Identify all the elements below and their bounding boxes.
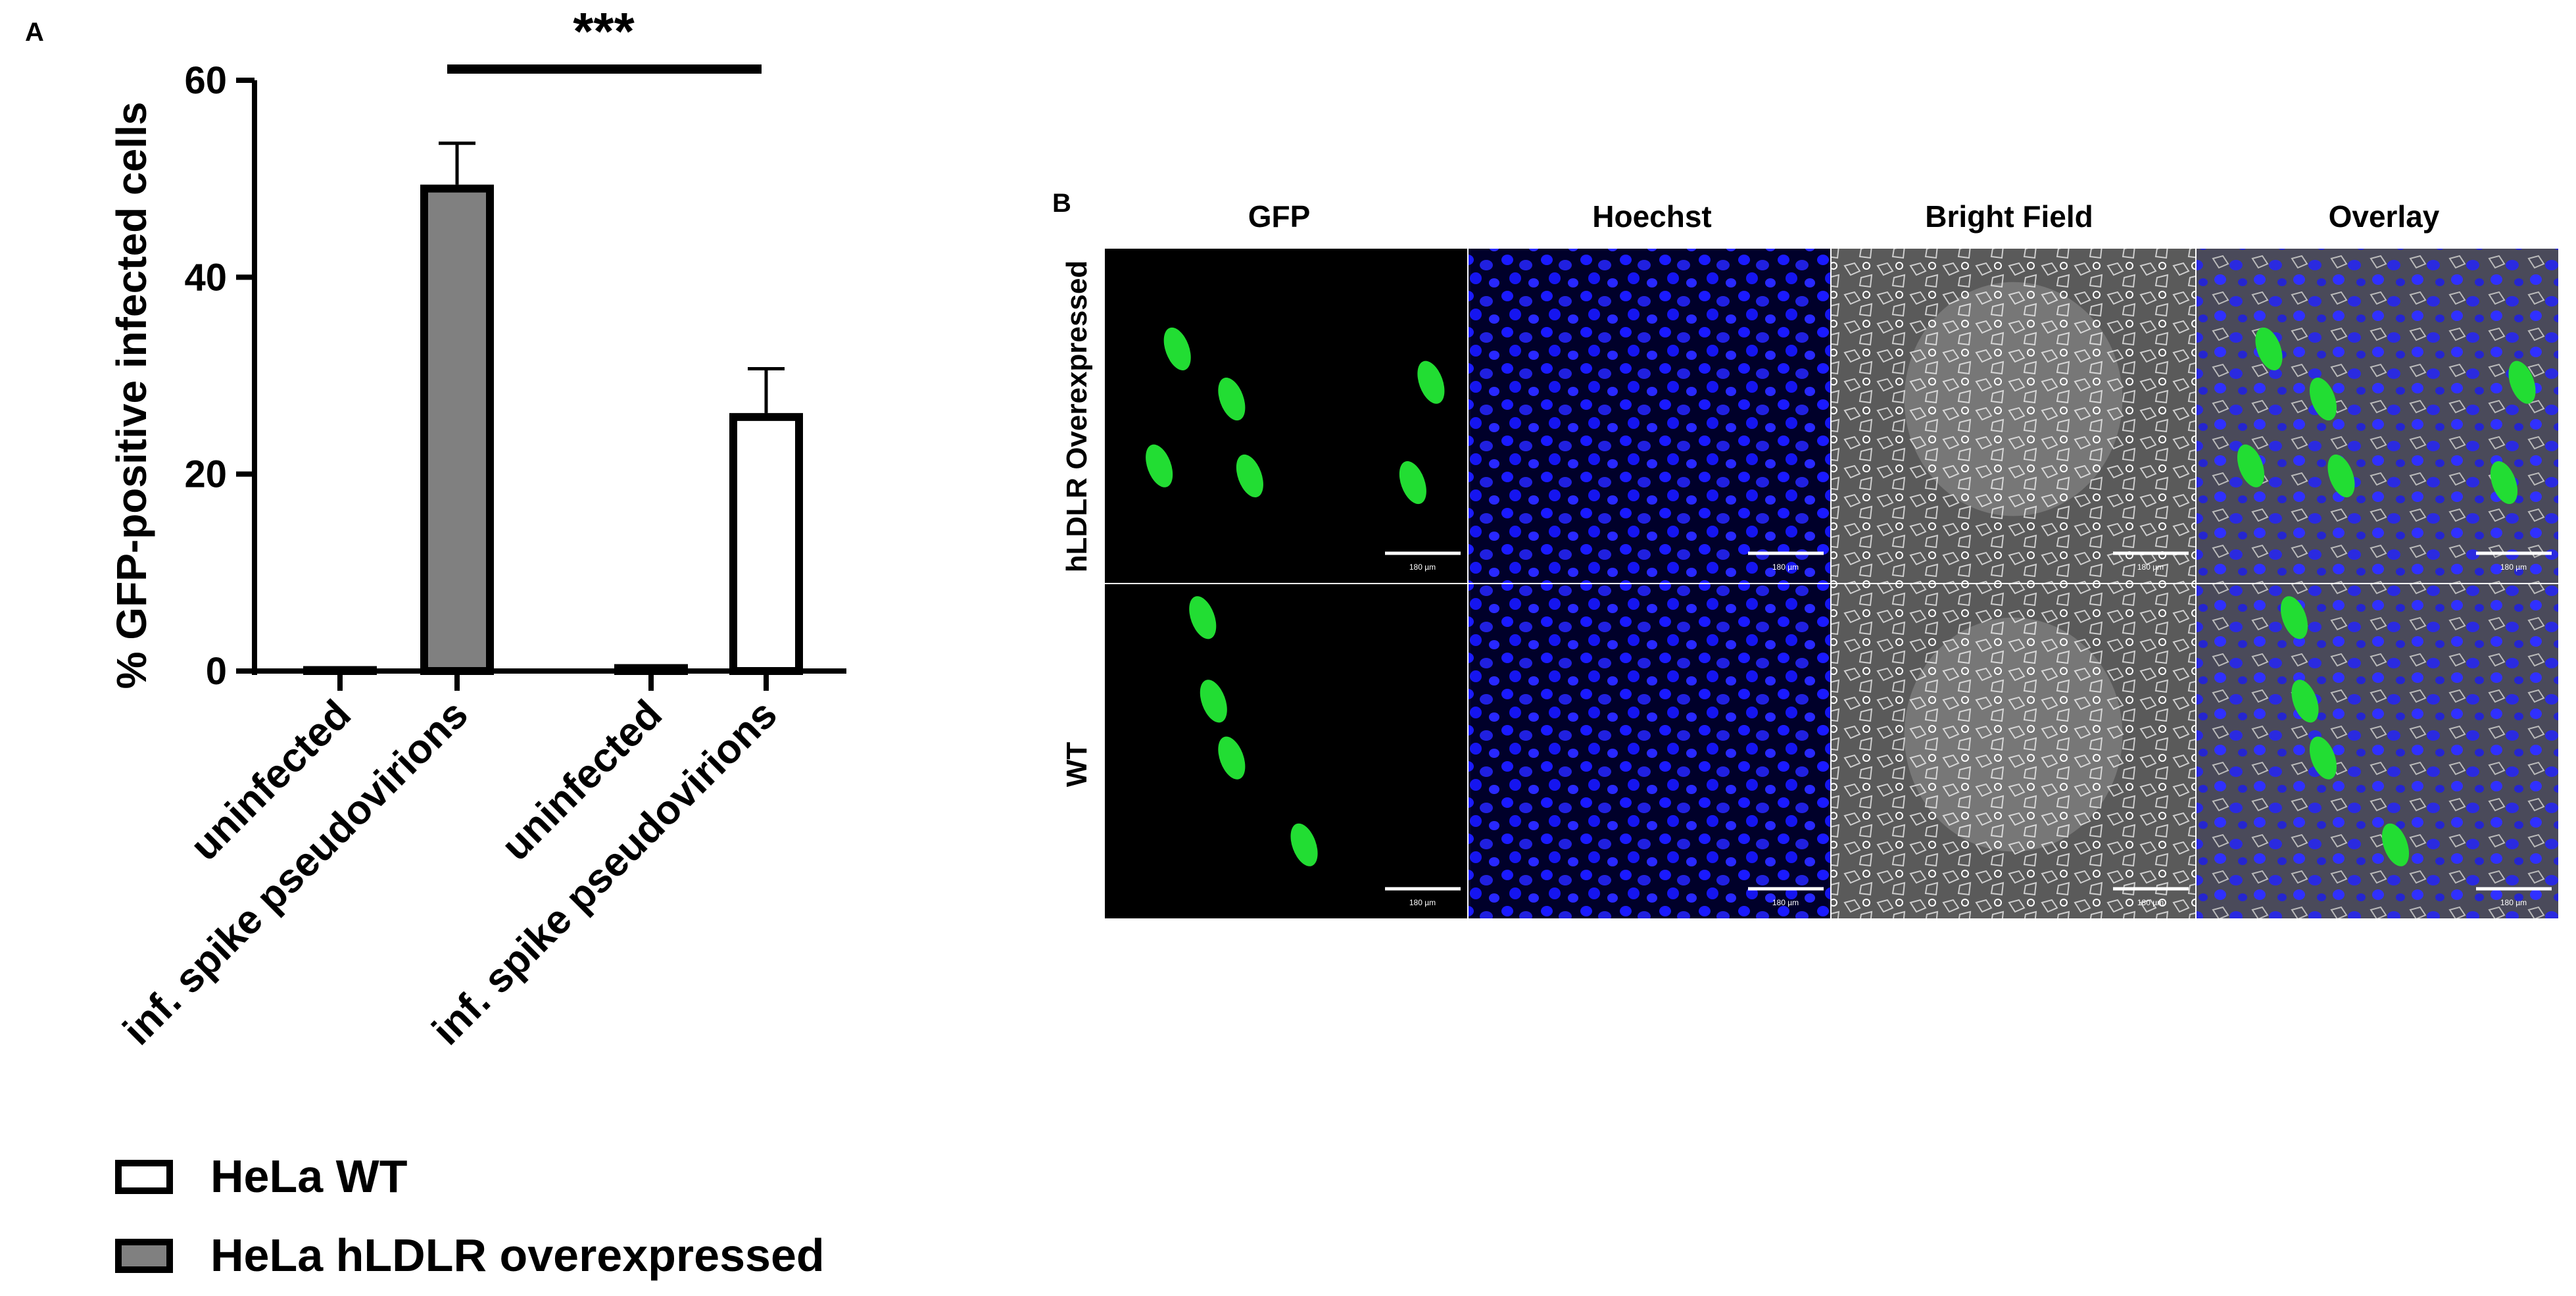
gfp-cell (2381, 823, 2410, 866)
gfp-cell (2490, 461, 2518, 505)
micrograph-glow (1904, 282, 2123, 516)
legend-label: HeLa hLDLR overexpressed (210, 1230, 825, 1281)
y-tick-label: 40 (184, 256, 227, 299)
micrograph (1832, 584, 2195, 918)
panel-label: B (1052, 189, 1071, 218)
micrograph-grid: 180 µm 180 µm 180 µm 180 µm 180 µm 180 µm 180 … (1105, 249, 2558, 918)
column-header: Bright Field (1925, 199, 2093, 234)
micrograph (1469, 584, 1830, 918)
gfp-cell (1189, 596, 1217, 639)
gfp-cell (2508, 361, 2536, 404)
bar (303, 666, 377, 676)
legend-swatch (115, 1239, 173, 1273)
scale-label: 180 µm (1772, 898, 1799, 907)
significance-label: *** (573, 2, 635, 61)
gfp-cell (2309, 378, 2337, 421)
gfp-cell (1417, 361, 1445, 404)
micrograph (2197, 249, 2558, 583)
micrograph (1469, 249, 1830, 583)
gfp-cell (1218, 378, 1246, 421)
micrograph (1105, 249, 1467, 583)
gfp-cell (1218, 736, 1246, 780)
gfp-cell (2280, 596, 2308, 639)
y-tick-label: 20 (184, 453, 227, 496)
column-header: GFP (1248, 199, 1311, 234)
y-axis-label: % GFP-positive infected cells (108, 102, 155, 689)
micrograph-glow (1904, 617, 2123, 852)
gfp-cell (1290, 823, 1318, 866)
row-label: WT (1061, 742, 1093, 787)
legend-swatch (115, 1160, 173, 1194)
scale-label: 180 µm (2500, 562, 2527, 572)
gfp-cell (2255, 327, 2283, 370)
gfp-cell (1399, 461, 1426, 505)
micrograph (2197, 584, 2558, 918)
gfp-cell (2291, 680, 2319, 723)
gfp-cell (1163, 327, 1191, 370)
scale-label: 180 µm (2137, 562, 2164, 572)
row-label: hLDLR Overexpressed (1061, 261, 1093, 572)
bar (729, 412, 803, 675)
bar (420, 184, 494, 675)
scale-label: 180 µm (1772, 562, 1799, 572)
legend-label: HeLa WT (210, 1151, 407, 1202)
scale-label: 180 µm (1409, 898, 1436, 907)
panel-label: A (25, 18, 44, 47)
gfp-cell (2327, 454, 2355, 497)
column-header: Hoechst (1592, 199, 1711, 234)
gfp-cell (1236, 454, 1263, 497)
bar (614, 664, 688, 676)
column-header: Overlay (2329, 199, 2440, 234)
micrograph (1832, 249, 2195, 583)
gfp-cell (2237, 444, 2265, 487)
micrograph (1105, 584, 1467, 918)
scale-label: 180 µm (2500, 898, 2527, 907)
gfp-cell (2309, 736, 2337, 780)
y-tick-label: 0 (206, 650, 227, 693)
gfp-cell (1146, 444, 1173, 487)
y-tick-label: 60 (184, 59, 227, 102)
scale-label: 180 µm (2137, 898, 2164, 907)
gfp-cell (1200, 680, 1227, 723)
scale-label: 180 µm (1409, 562, 1436, 572)
